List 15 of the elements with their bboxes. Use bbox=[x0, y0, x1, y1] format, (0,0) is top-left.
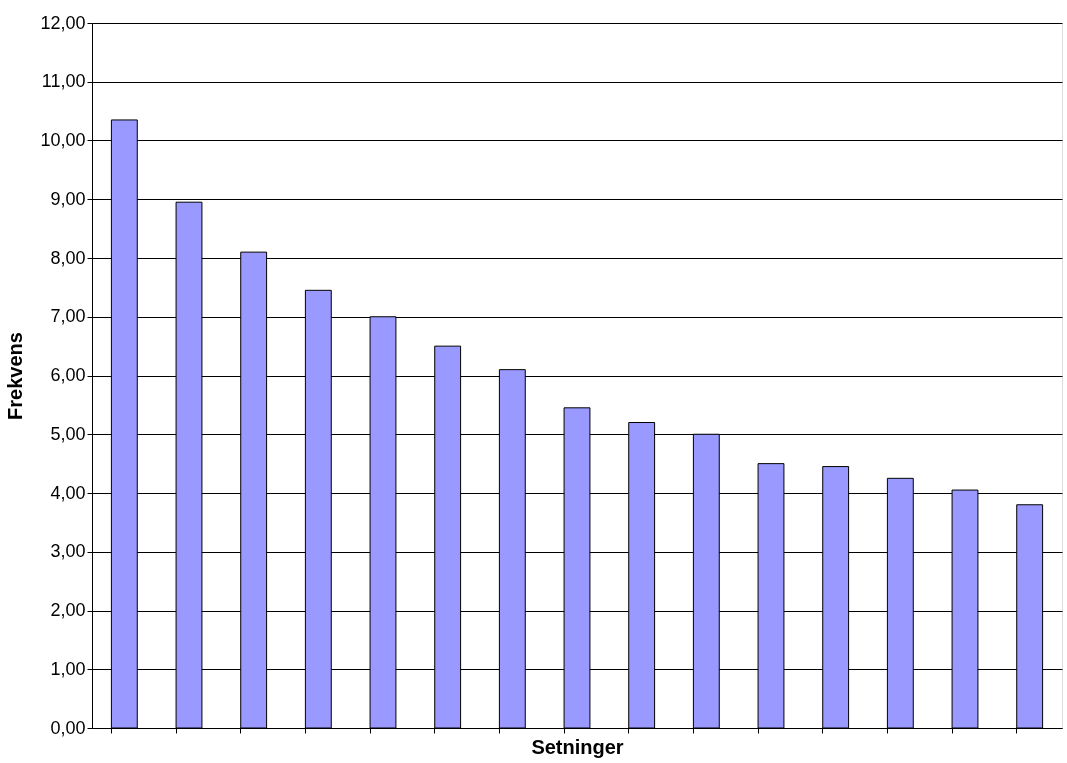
y-tick-label: 0,00 bbox=[50, 717, 86, 738]
y-tick-label: 5,00 bbox=[50, 423, 86, 444]
y-tick-label: 11,00 bbox=[41, 71, 86, 92]
y-tick-label: 6,00 bbox=[50, 365, 86, 385]
y-tick-label: 4,00 bbox=[50, 482, 86, 503]
y-tick-label: 12,00 bbox=[40, 12, 86, 33]
x-axis-title: Setninger bbox=[531, 736, 624, 758]
y-tick-label: 1,00 bbox=[50, 658, 86, 679]
y-tick-label: 10,00 bbox=[40, 130, 86, 150]
y-tick-label: 9,00 bbox=[50, 188, 86, 209]
y-tick-label: 3,00 bbox=[50, 541, 86, 562]
y-axis-title: Frekvens bbox=[4, 332, 27, 420]
y-tick-label: 2,00 bbox=[50, 600, 86, 620]
y-tick-label: 8,00 bbox=[50, 247, 86, 268]
y-tick-label: 7,00 bbox=[50, 306, 86, 327]
